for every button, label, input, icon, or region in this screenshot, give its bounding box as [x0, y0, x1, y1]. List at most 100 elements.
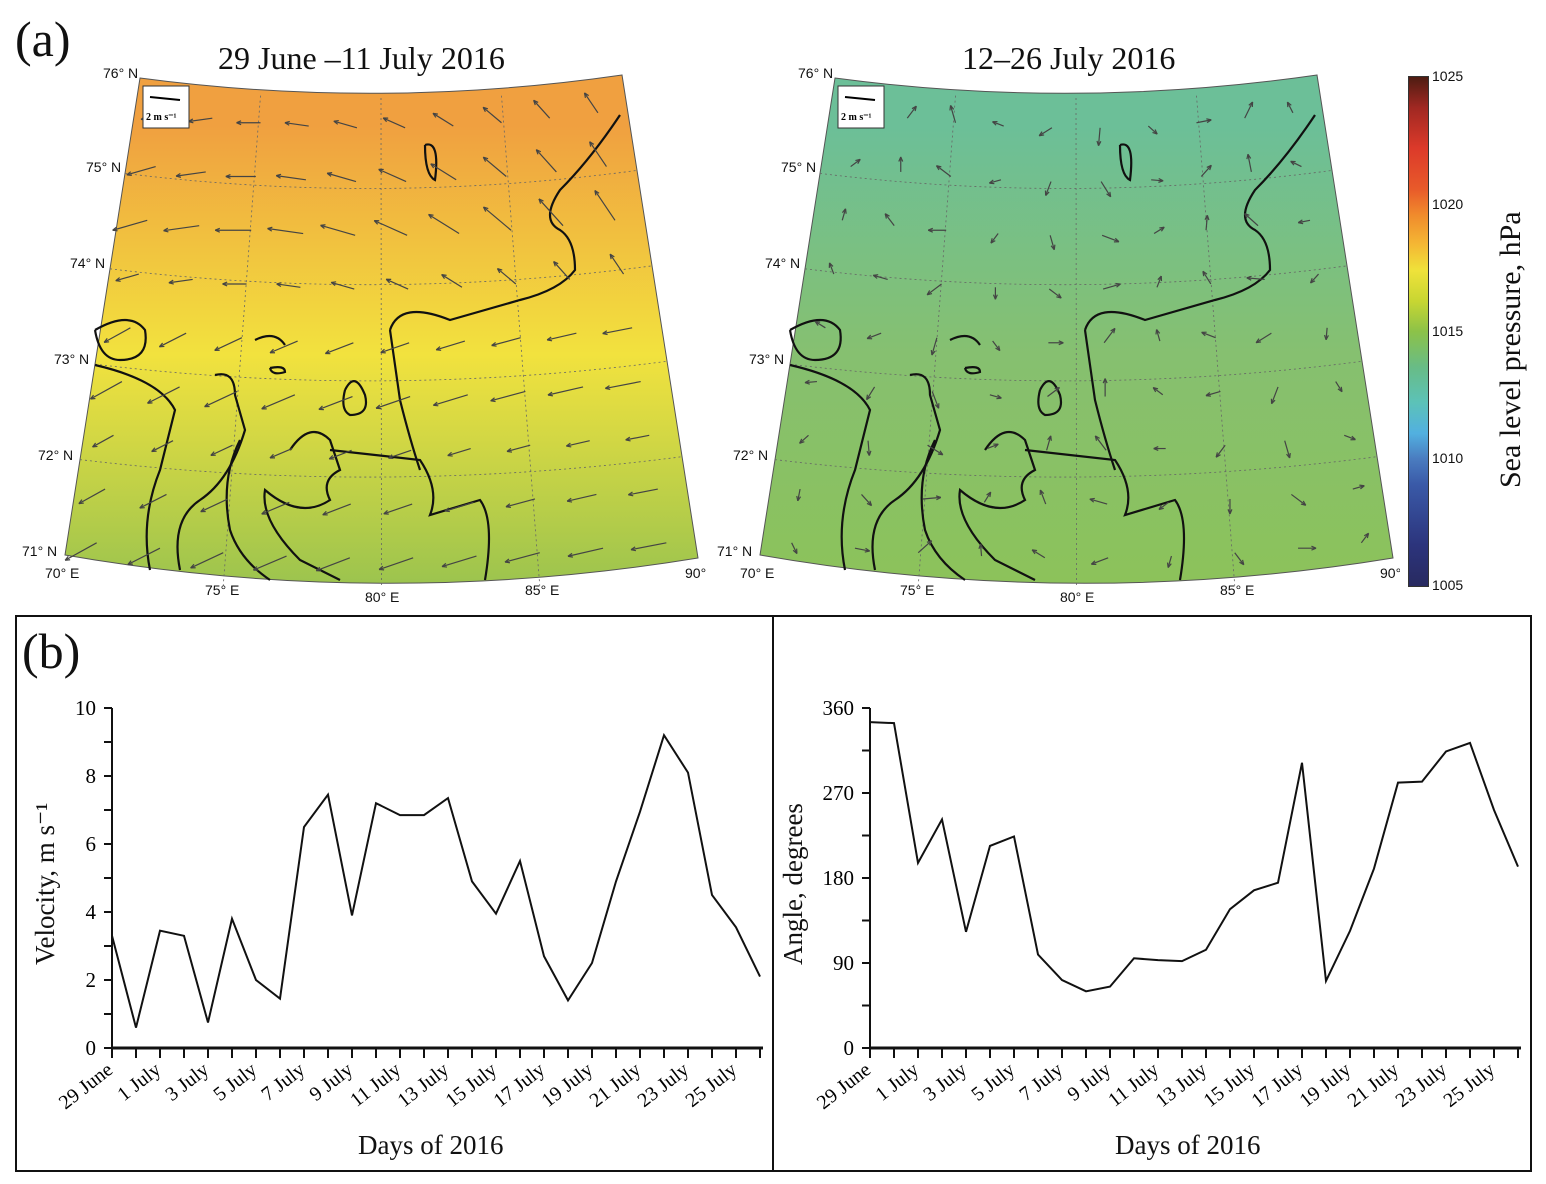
latitude-label: 73° N: [54, 351, 89, 367]
wind-arrow: [850, 158, 861, 168]
wind-arrow: [482, 156, 507, 177]
wind-arrow: [922, 496, 941, 500]
arrow-head-icon: [1286, 101, 1292, 108]
arrow-head-icon: [630, 546, 637, 552]
wind-arrow: [538, 198, 564, 227]
wind-arrow: [385, 278, 409, 290]
arrow-head-icon: [89, 394, 96, 400]
arrow-head-icon: [926, 290, 933, 296]
wind-arrow: [986, 443, 999, 450]
arrow-head-icon: [103, 338, 110, 343]
arrow-head-icon: [1115, 282, 1121, 288]
colorbar: [1408, 76, 1429, 587]
arrow-head-icon: [444, 507, 450, 513]
wind-arrow: [506, 444, 531, 453]
y-tick-label: 6: [86, 832, 97, 856]
arrow-head-icon: [1155, 329, 1161, 335]
arrow-head-icon: [1309, 278, 1316, 284]
arrow-head-icon: [1363, 532, 1370, 539]
arrow-head-icon: [214, 227, 221, 233]
wind-arrow: [1335, 381, 1343, 393]
x-tick-label: 13 July: [1152, 1059, 1212, 1112]
wind-arrow: [204, 390, 238, 408]
arrow-head-icon: [1106, 191, 1112, 198]
coastline: [176, 373, 247, 571]
arrow-head-icon: [168, 279, 174, 285]
arrow-head-icon: [1311, 545, 1317, 551]
arrow-head-icon: [898, 156, 904, 162]
wind-arrow: [1247, 154, 1252, 173]
latitude-label: 75° N: [781, 159, 816, 175]
arrow-head-icon: [1246, 275, 1252, 281]
wind-arrow: [1234, 552, 1245, 566]
coastline: [388, 114, 621, 331]
x-tick-label: 23 July: [1392, 1059, 1452, 1112]
arrow-head-icon: [565, 442, 572, 448]
arrow-head-icon: [567, 552, 574, 558]
arrow-head-icon: [491, 341, 497, 347]
arrow-head-icon: [927, 227, 934, 233]
x-tick-label: 5 July: [209, 1059, 261, 1106]
latitude-gridline: [789, 360, 1363, 382]
wind-arrow: [547, 386, 584, 396]
wind-arrow: [605, 380, 641, 390]
arrow-head-icon: [127, 560, 133, 566]
arrow-head-icon: [267, 226, 273, 232]
wind-arrow: [269, 447, 293, 459]
latitude-gridline: [79, 456, 683, 478]
arrow-head-icon: [1255, 338, 1262, 344]
x-tick-label: 19 July: [1296, 1059, 1356, 1112]
wind-arrow: [441, 274, 463, 288]
wind-arrow: [1151, 179, 1164, 182]
wind-arrow: [533, 99, 551, 119]
x-tick-label: 1 July: [113, 1059, 165, 1106]
wind-arrow: [159, 332, 187, 348]
wind-arrow: [147, 386, 180, 404]
wind-arrow: [490, 390, 526, 402]
arrow-head-icon: [594, 189, 600, 196]
scale-arrow-icon: [149, 96, 181, 101]
longitude-label: 90°: [685, 565, 706, 581]
wind-arrow: [320, 224, 356, 236]
wind-arrow: [380, 342, 410, 354]
wind-arrow: [1201, 331, 1216, 339]
wind-arrow: [1255, 332, 1272, 344]
wind-arrow: [328, 449, 352, 460]
latitude-label: 76° N: [103, 65, 138, 81]
arrow-head-icon: [1206, 118, 1212, 124]
arrow-head-icon: [1153, 446, 1159, 452]
wind-arrow: [989, 179, 1002, 184]
arrow-head-icon: [1031, 549, 1038, 555]
coastline: [263, 430, 342, 581]
arrow-head-icon: [385, 278, 392, 284]
wind-arrow: [432, 112, 454, 127]
arrow-head-icon: [1110, 327, 1116, 334]
arrow-head-icon: [214, 346, 220, 352]
scale-arrow-box: [837, 85, 885, 129]
wind-arrow: [949, 105, 957, 123]
arrow-head-icon: [1205, 392, 1212, 397]
wind-arrow: [1352, 485, 1365, 490]
arrow-head-icon: [158, 342, 165, 348]
arrow-head-icon: [1297, 219, 1304, 225]
arrow-head-icon: [190, 563, 196, 569]
arrow-head-icon: [1227, 509, 1233, 515]
coastline: [1083, 329, 1117, 471]
arrow-head-icon: [1246, 153, 1252, 160]
x-tick-label: 13 July: [394, 1059, 454, 1112]
wind-arrow: [926, 283, 942, 296]
arrow-head-icon: [992, 294, 998, 300]
latitude-gridline: [94, 360, 668, 382]
arrow-head-icon: [315, 566, 322, 572]
arrow-head-icon: [1290, 160, 1296, 166]
wind-arrow: [92, 434, 114, 448]
wind-arrow: [1046, 435, 1052, 451]
wind-arrow: [1100, 181, 1112, 198]
wind-arrow: [269, 340, 298, 354]
arrow-head-icon: [447, 451, 453, 457]
wind-arrow: [325, 342, 354, 355]
wind-arrow: [1167, 555, 1173, 568]
wind-arrow: [1202, 270, 1212, 285]
arrow-head-icon: [322, 510, 328, 516]
wind-arrow: [436, 340, 466, 351]
